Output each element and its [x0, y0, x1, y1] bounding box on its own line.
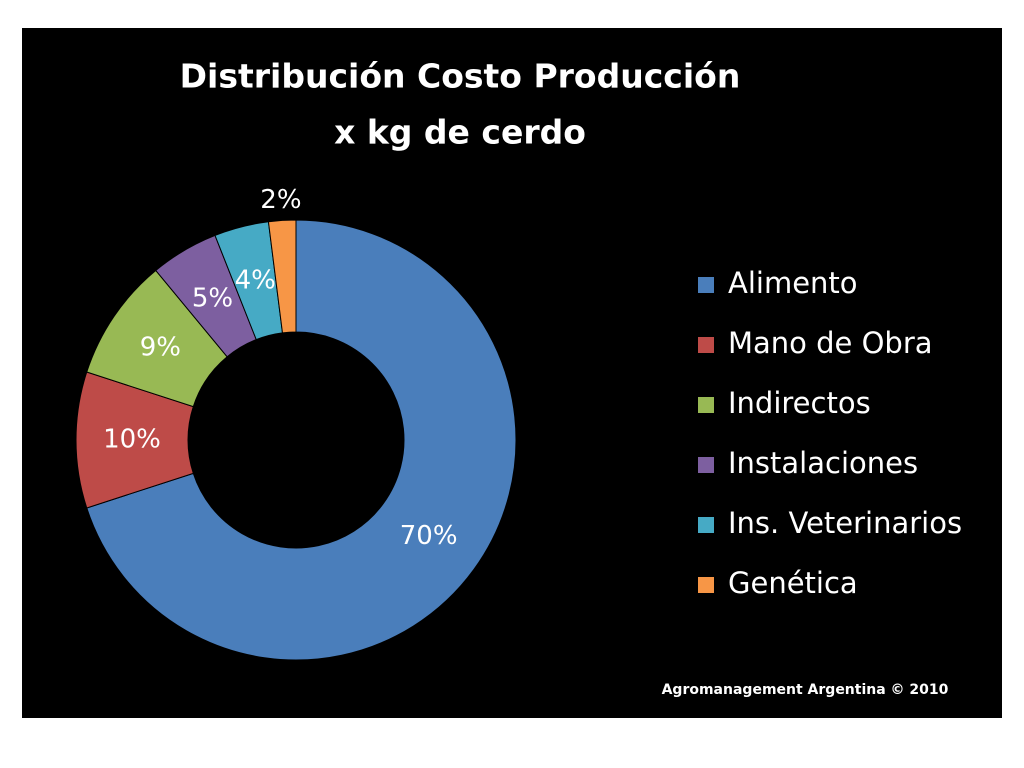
- legend-label: Ins. Veterinarios: [728, 506, 962, 540]
- data-label: 2%: [260, 185, 301, 215]
- data-label: 4%: [235, 266, 276, 296]
- data-label: 70%: [400, 521, 458, 551]
- legend-swatch: [698, 517, 714, 533]
- legend-swatch: [698, 337, 714, 353]
- legend-swatch: [698, 457, 714, 473]
- donut-slice: [267, 219, 297, 334]
- legend-label: Mano de Obra: [728, 326, 933, 360]
- legend-label: Instalaciones: [728, 446, 918, 480]
- data-label: 10%: [103, 425, 161, 455]
- legend-swatch: [698, 277, 714, 293]
- donut-slice: [86, 219, 517, 661]
- data-label: 5%: [192, 283, 233, 313]
- chart-title: Distribución Costo Producción: [180, 57, 741, 96]
- legend-label: Alimento: [728, 266, 858, 300]
- legend-label: Genética: [728, 566, 858, 600]
- legend-label: Indirectos: [728, 386, 871, 420]
- chart-title: x kg de cerdo: [334, 113, 586, 152]
- legend-swatch: [698, 397, 714, 413]
- data-label: 9%: [140, 332, 181, 362]
- legend-swatch: [698, 577, 714, 593]
- source-note: Agromanagement Argentina © 2010: [662, 682, 949, 698]
